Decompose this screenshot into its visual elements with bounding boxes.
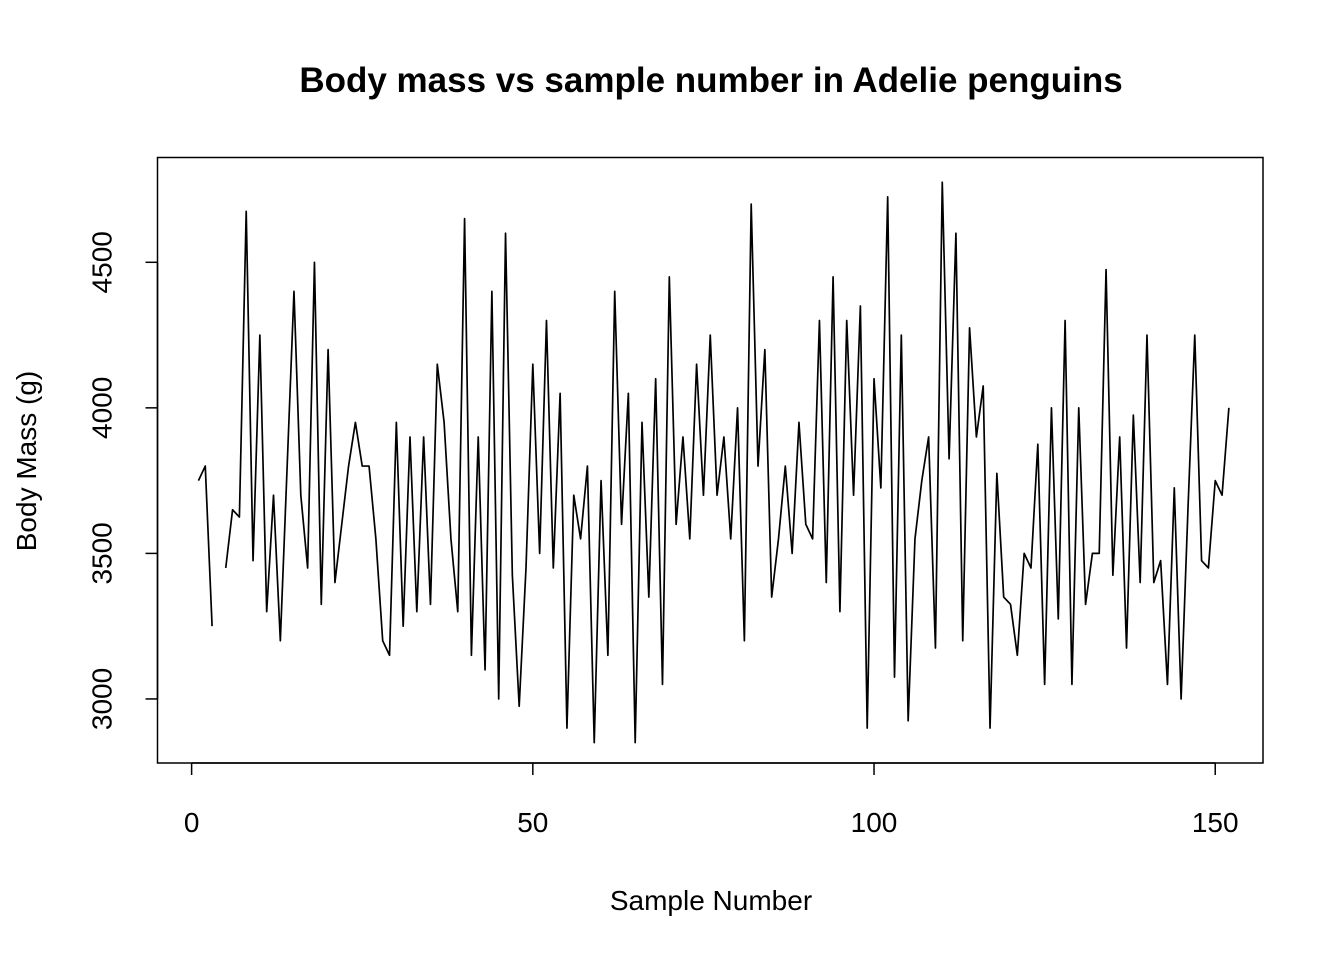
y-tick-label: 4000 [87,377,118,439]
y-tick-label: 4500 [87,231,118,293]
x-axis-label: Sample Number [610,885,812,916]
y-axis-label: Body Mass (g) [11,371,42,552]
x-tick-label: 0 [184,807,200,838]
series-layer [197,181,1230,744]
series-line-1 [197,181,1230,744]
y-tick-label: 3500 [87,522,118,584]
chart-title: Body mass vs sample number in Adelie pen… [299,61,1122,100]
plot-frame [156,156,1264,764]
x-axis: 0 50 100 150 [184,762,1239,838]
x-tick-label: 150 [1192,807,1239,838]
y-axis: 3000 3500 4000 4500 [87,231,159,730]
y-tick-label: 3000 [87,668,118,730]
x-tick-label: 50 [517,807,548,838]
x-tick-label: 100 [851,807,898,838]
